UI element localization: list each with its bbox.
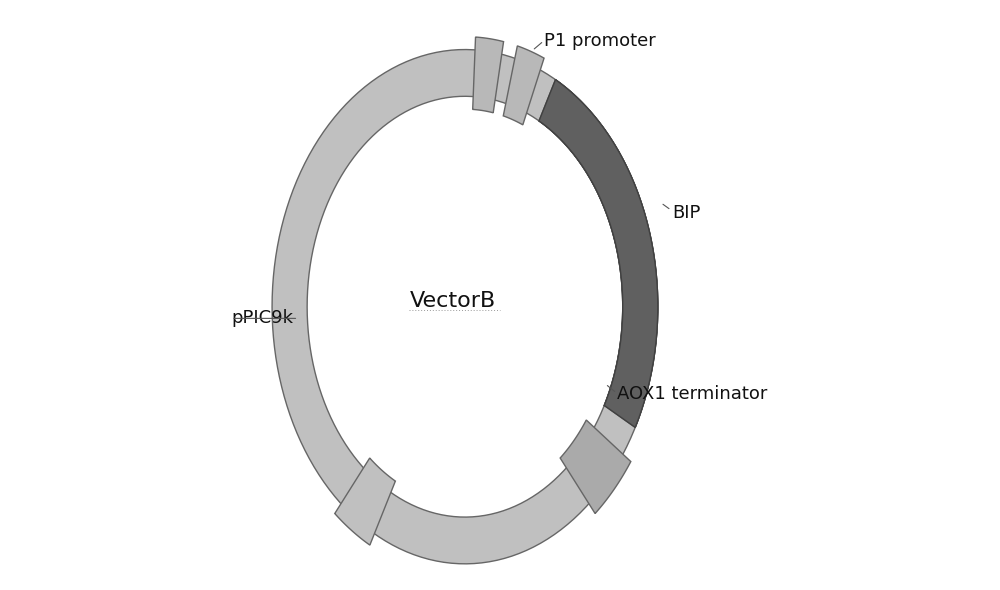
Text: pPIC9k: pPIC9k (231, 309, 293, 327)
Polygon shape (335, 458, 395, 545)
Text: BIP: BIP (672, 204, 701, 222)
Text: P1 promoter: P1 promoter (544, 32, 656, 50)
Text: VectorB: VectorB (410, 291, 496, 311)
Text: AOX1 terminator: AOX1 terminator (617, 385, 767, 404)
Polygon shape (503, 46, 544, 125)
Polygon shape (272, 50, 658, 564)
Polygon shape (473, 37, 504, 113)
Polygon shape (560, 420, 631, 513)
Polygon shape (539, 80, 658, 427)
